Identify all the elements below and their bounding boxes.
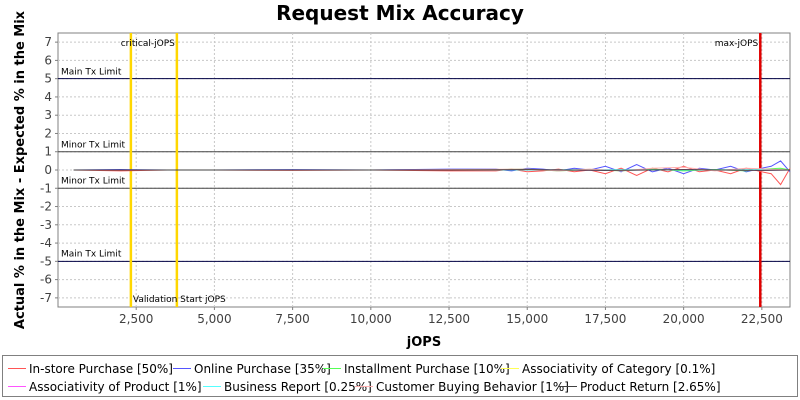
y-tick-label: 0 bbox=[44, 163, 52, 177]
limit-line-label: Main Tx Limit bbox=[61, 68, 122, 78]
x-tick-label: 20,000 bbox=[663, 312, 705, 326]
y-tick-label: 5 bbox=[44, 72, 52, 86]
y-tick-label: 7 bbox=[44, 35, 52, 49]
y-tick-label: -3 bbox=[40, 218, 52, 232]
x-tick-label: 5,000 bbox=[197, 312, 231, 326]
legend-item: Customer Buying Behavior [1%] bbox=[355, 380, 569, 394]
legend-item: In-store Purchase [50%] bbox=[8, 362, 173, 376]
legend-label: Associativity of Product [1%] bbox=[29, 380, 202, 394]
x-tick-label: 7,500 bbox=[275, 312, 309, 326]
legend-label: Online Purchase [35%] bbox=[194, 362, 331, 376]
legend-item: Online Purchase [35%] bbox=[173, 362, 331, 376]
limit-line-label: Minor Tx Limit bbox=[61, 176, 126, 186]
x-tick-label: 15,000 bbox=[506, 312, 548, 326]
reference-labels: Main Tx Limit Minor Tx Limit Minor Tx Limi… bbox=[61, 39, 759, 305]
legend-swatch bbox=[203, 386, 221, 387]
legend-label: Product Return [2.65%] bbox=[580, 380, 721, 394]
y-axis-ticks: -7 -6 -5 -4 -3 -2 -1 0 1 2 3 4 5 6 7 bbox=[40, 35, 58, 305]
x-tick-label: 2,500 bbox=[119, 312, 153, 326]
legend-label: In-store Purchase [50%] bbox=[29, 362, 173, 376]
y-tick-label: -4 bbox=[40, 236, 52, 250]
y-axis-label: Actual % in the Mix - Expected % in the … bbox=[13, 10, 28, 329]
legend-label: Associativity of Category [0.1%] bbox=[522, 362, 716, 376]
marker-line-label: Validation Start jOPS bbox=[133, 295, 226, 305]
y-tick-label: 6 bbox=[44, 53, 52, 67]
legend-label: Customer Buying Behavior [1%] bbox=[376, 380, 569, 394]
marker-line-label: max-jOPS bbox=[715, 39, 759, 49]
series-line bbox=[73, 169, 791, 171]
legend-label: Business Report [0.25%] bbox=[224, 380, 372, 394]
marker-line-label: critical-jOPS bbox=[121, 39, 175, 49]
legend-item: Business Report [0.25%] bbox=[203, 380, 372, 394]
legend-item: Product Return [2.65%] bbox=[559, 380, 721, 394]
x-tick-label: 17,500 bbox=[584, 312, 626, 326]
legend: In-store Purchase [50%] Online Purchase [… bbox=[2, 355, 798, 397]
y-tick-label: 4 bbox=[44, 90, 52, 104]
y-tick-label: 3 bbox=[44, 108, 52, 122]
series-lines bbox=[73, 160, 791, 186]
chart-canvas: Request Mix Accuracy Main Tx Limit Minor … bbox=[13, 1, 791, 350]
x-tick-label: 22,500 bbox=[741, 312, 783, 326]
legend-swatch bbox=[8, 368, 26, 369]
x-axis-ticks: 2,500 5,000 7,500 10,000 12,500 15,000 17,500 2… bbox=[119, 307, 783, 326]
x-axis-label: jOPS bbox=[406, 335, 441, 350]
legend-swatch bbox=[559, 386, 577, 387]
legend-label: Installment Purchase [10%] bbox=[344, 362, 510, 376]
y-tick-label: 1 bbox=[44, 145, 52, 159]
y-tick-label: -7 bbox=[40, 291, 52, 305]
legend-item: Associativity of Category [0.1%] bbox=[501, 362, 715, 376]
legend-swatch bbox=[173, 368, 191, 369]
legend-swatch bbox=[8, 386, 26, 387]
x-tick-label: 12,500 bbox=[428, 312, 470, 326]
y-tick-label: -6 bbox=[40, 273, 52, 287]
y-tick-label: 2 bbox=[44, 126, 52, 140]
legend-item: Associativity of Product [1%] bbox=[8, 380, 202, 394]
y-tick-label: -1 bbox=[40, 181, 52, 195]
legend-item: Installment Purchase [10%] bbox=[323, 362, 510, 376]
chart-title: Request Mix Accuracy bbox=[276, 1, 524, 25]
y-tick-label: -2 bbox=[40, 200, 52, 214]
legend-swatch bbox=[501, 368, 519, 369]
limit-line-label: Minor Tx Limit bbox=[61, 141, 126, 151]
legend-swatch bbox=[355, 386, 373, 387]
limit-line-label: Main Tx Limit bbox=[61, 249, 122, 259]
legend-swatch bbox=[323, 368, 341, 369]
x-tick-label: 10,000 bbox=[350, 312, 392, 326]
y-tick-label: -5 bbox=[40, 254, 52, 268]
